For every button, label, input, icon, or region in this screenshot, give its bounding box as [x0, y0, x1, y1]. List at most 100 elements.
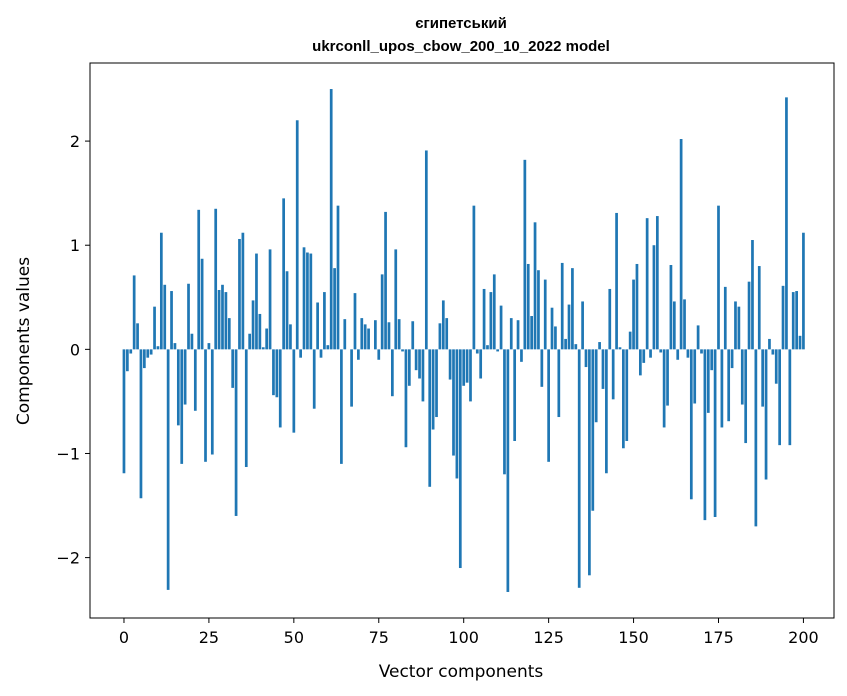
- bar-99: [458, 349, 462, 569]
- bar-14: [170, 291, 173, 350]
- bar-28: [217, 289, 221, 350]
- bar-37: [248, 333, 252, 350]
- bar-120: [530, 316, 534, 350]
- bar-94: [441, 300, 445, 350]
- bar-86: [414, 349, 418, 371]
- bar-125: [547, 349, 550, 462]
- bar-88: [421, 349, 425, 402]
- bar-142: [605, 349, 608, 474]
- bar-20: [190, 333, 194, 350]
- bar-181: [737, 306, 741, 350]
- bar-27: [214, 208, 218, 350]
- bar-92: [435, 349, 438, 418]
- bar-110: [496, 349, 500, 352]
- bar-118: [523, 159, 527, 350]
- bar-178: [727, 349, 731, 422]
- bar-170: [700, 349, 703, 354]
- bar-34: [238, 238, 241, 350]
- bar-124: [543, 279, 547, 350]
- y-tick-label: 2: [70, 132, 80, 151]
- bar-200: [802, 232, 805, 350]
- bar-12: [163, 284, 167, 350]
- bar-194: [781, 285, 785, 350]
- bar-80: [394, 249, 398, 350]
- bar-105: [479, 349, 483, 379]
- bar-74: [374, 320, 377, 350]
- bar-76: [380, 274, 384, 350]
- bar-156: [652, 245, 656, 350]
- bar-179: [730, 349, 734, 369]
- x-axis-ticks: 0 25 50 75 100 125 150 175 200: [119, 618, 819, 647]
- bar-123: [540, 349, 544, 387]
- bar-127: [554, 326, 557, 350]
- bar-62: [333, 268, 336, 350]
- bar-97: [452, 349, 455, 456]
- bar-39: [255, 253, 258, 350]
- bar-192: [774, 349, 778, 384]
- bar-189: [764, 349, 768, 480]
- bar-21: [193, 349, 197, 411]
- bar-46: [278, 349, 282, 428]
- bar-43: [268, 249, 272, 350]
- bar-175: [717, 205, 720, 350]
- bar-5: [139, 349, 143, 499]
- bar-122: [537, 270, 540, 350]
- bar-163: [676, 349, 680, 360]
- bar-119: [526, 263, 530, 350]
- bar-121: [533, 222, 537, 350]
- bar-199: [798, 335, 802, 350]
- bar-139: [594, 349, 598, 423]
- bar-58: [319, 349, 323, 358]
- bar-77: [384, 211, 387, 350]
- bar-26: [210, 349, 214, 455]
- bar-17: [180, 349, 184, 464]
- bar-63: [336, 205, 340, 350]
- bar-2: [129, 349, 133, 354]
- bar-186: [754, 349, 758, 527]
- bar-4: [136, 323, 139, 350]
- bar-8: [149, 349, 153, 355]
- bar-138: [591, 349, 595, 511]
- bar-101: [465, 349, 469, 383]
- y-axis-label: Components values: [14, 257, 34, 425]
- x-tick-label: 0: [119, 628, 129, 647]
- bar-51: [295, 120, 299, 350]
- plot-frame: [89, 62, 835, 619]
- bar-56: [312, 349, 316, 409]
- bar-60: [326, 345, 330, 350]
- bar-140: [598, 342, 601, 350]
- bar-67: [350, 349, 353, 407]
- bar-96: [448, 349, 452, 380]
- bar-69: [357, 349, 360, 360]
- bar-191: [771, 349, 775, 355]
- bar-87: [418, 349, 421, 379]
- bar-155: [649, 349, 652, 358]
- bar-151: [635, 263, 639, 350]
- bar-145: [615, 212, 618, 350]
- bar-187: [757, 266, 761, 350]
- bar-143: [608, 288, 612, 350]
- bar-182: [740, 349, 744, 405]
- bar-126: [550, 307, 554, 350]
- bar-13: [166, 349, 170, 590]
- bar-6: [142, 349, 146, 369]
- bar-134: [577, 349, 581, 588]
- bar-111: [499, 305, 503, 350]
- bar-59: [323, 292, 326, 350]
- x-tick-label: 100: [448, 628, 479, 647]
- bar-47: [282, 198, 286, 350]
- bar-23: [200, 258, 204, 350]
- bar-167: [689, 349, 693, 500]
- bar-183: [744, 349, 748, 444]
- bar-52: [299, 349, 302, 358]
- bar-18: [183, 349, 187, 405]
- bar-30: [224, 292, 228, 350]
- bar-107: [486, 345, 489, 350]
- bar-171: [703, 349, 707, 521]
- x-tick-label: 25: [199, 628, 219, 647]
- bar-166: [686, 349, 690, 358]
- bar-112: [503, 349, 506, 475]
- bar-0: [122, 349, 126, 474]
- bar-68: [353, 293, 357, 350]
